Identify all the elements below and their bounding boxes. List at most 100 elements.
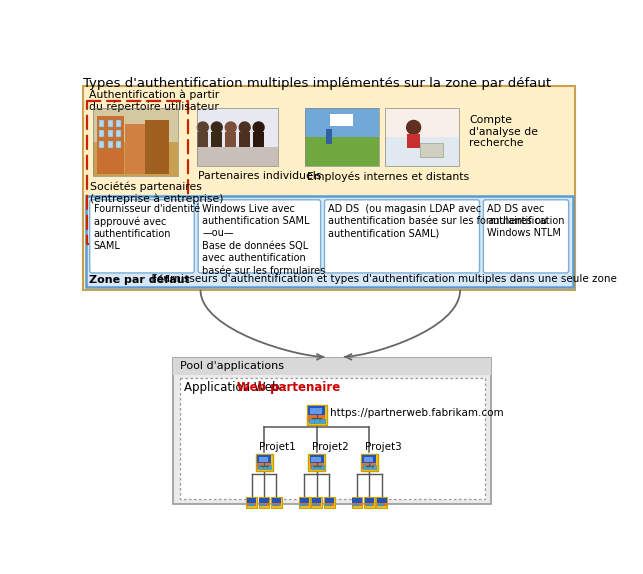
Bar: [99, 130, 104, 137]
Bar: [197, 108, 278, 166]
Bar: [313, 504, 314, 506]
Bar: [265, 504, 266, 506]
Bar: [300, 503, 309, 506]
Bar: [125, 123, 145, 174]
Bar: [330, 114, 353, 126]
Bar: [248, 504, 249, 506]
Bar: [311, 466, 314, 470]
Text: Application Web :: Application Web :: [185, 382, 291, 394]
Circle shape: [253, 122, 264, 133]
Bar: [352, 497, 363, 508]
FancyBboxPatch shape: [198, 200, 321, 273]
Bar: [377, 503, 386, 506]
Bar: [378, 504, 379, 506]
Circle shape: [197, 122, 208, 133]
Text: Pool d'applications: Pool d'applications: [179, 362, 284, 371]
Bar: [309, 419, 314, 423]
Circle shape: [239, 122, 250, 133]
Bar: [247, 498, 257, 503]
Bar: [267, 466, 271, 470]
Bar: [253, 504, 254, 506]
Bar: [107, 141, 113, 148]
Bar: [300, 498, 309, 503]
Bar: [310, 455, 323, 463]
Bar: [257, 455, 271, 463]
Bar: [145, 120, 168, 174]
Bar: [326, 129, 332, 144]
Bar: [258, 466, 262, 470]
Bar: [197, 146, 278, 166]
Bar: [363, 466, 367, 470]
Bar: [315, 466, 319, 470]
Bar: [107, 130, 113, 137]
Bar: [408, 134, 420, 148]
Bar: [376, 497, 387, 508]
Bar: [356, 504, 357, 506]
Circle shape: [406, 121, 421, 134]
Bar: [255, 454, 273, 471]
Bar: [250, 504, 251, 506]
Text: Projet1: Projet1: [259, 443, 296, 452]
Bar: [275, 504, 276, 506]
Bar: [365, 503, 374, 506]
Text: Employés internes et distants: Employés internes et distants: [307, 171, 469, 182]
Bar: [361, 454, 378, 471]
FancyBboxPatch shape: [325, 200, 480, 273]
Bar: [271, 497, 282, 508]
Bar: [325, 503, 334, 506]
Bar: [303, 504, 304, 506]
Bar: [318, 504, 319, 506]
Bar: [247, 503, 257, 506]
Bar: [320, 419, 325, 423]
Text: Authentification à partir
du répertoire utilisateur: Authentification à partir du répertoire …: [89, 90, 219, 113]
Bar: [212, 132, 222, 148]
Bar: [308, 454, 325, 471]
Bar: [312, 498, 322, 503]
Bar: [314, 419, 319, 423]
Bar: [352, 498, 362, 503]
Bar: [239, 132, 250, 148]
Bar: [272, 498, 281, 503]
Bar: [383, 504, 384, 506]
Bar: [99, 120, 104, 127]
Bar: [352, 503, 362, 506]
Circle shape: [212, 122, 222, 133]
Bar: [311, 497, 322, 508]
Bar: [330, 504, 332, 506]
Bar: [366, 504, 367, 506]
Bar: [372, 466, 376, 470]
Bar: [116, 141, 122, 148]
Bar: [246, 497, 257, 508]
Bar: [315, 504, 317, 506]
Bar: [258, 497, 269, 508]
Bar: [253, 132, 264, 148]
Bar: [311, 457, 321, 461]
Circle shape: [225, 122, 236, 133]
Bar: [380, 504, 382, 506]
Bar: [262, 504, 264, 506]
Bar: [84, 86, 575, 290]
Text: AD DS avec
authentification
Windows NTLM: AD DS avec authentification Windows NTLM: [487, 204, 565, 238]
Bar: [116, 120, 122, 127]
Bar: [308, 416, 325, 422]
Bar: [93, 108, 178, 176]
Bar: [368, 466, 372, 470]
Bar: [300, 504, 302, 506]
Text: Projet2: Projet2: [312, 443, 349, 452]
Bar: [257, 463, 271, 468]
Text: https://partnerweb.fabrikam.com: https://partnerweb.fabrikam.com: [330, 408, 503, 418]
Bar: [353, 504, 355, 506]
Bar: [385, 108, 458, 166]
Bar: [86, 196, 572, 287]
Bar: [93, 108, 178, 142]
Bar: [99, 141, 104, 148]
Bar: [107, 120, 113, 127]
Bar: [368, 504, 370, 506]
Text: Sociétés partenaires
(entreprise à entreprise): Sociétés partenaires (entreprise à entre…: [89, 181, 223, 204]
FancyBboxPatch shape: [89, 200, 194, 273]
Bar: [323, 497, 334, 508]
Bar: [272, 503, 281, 506]
Bar: [305, 137, 379, 166]
Bar: [370, 504, 372, 506]
Text: Fournisseur d'identité
approuvé avec
authentification
SAML: Fournisseur d'identité approuvé avec aut…: [93, 204, 200, 251]
